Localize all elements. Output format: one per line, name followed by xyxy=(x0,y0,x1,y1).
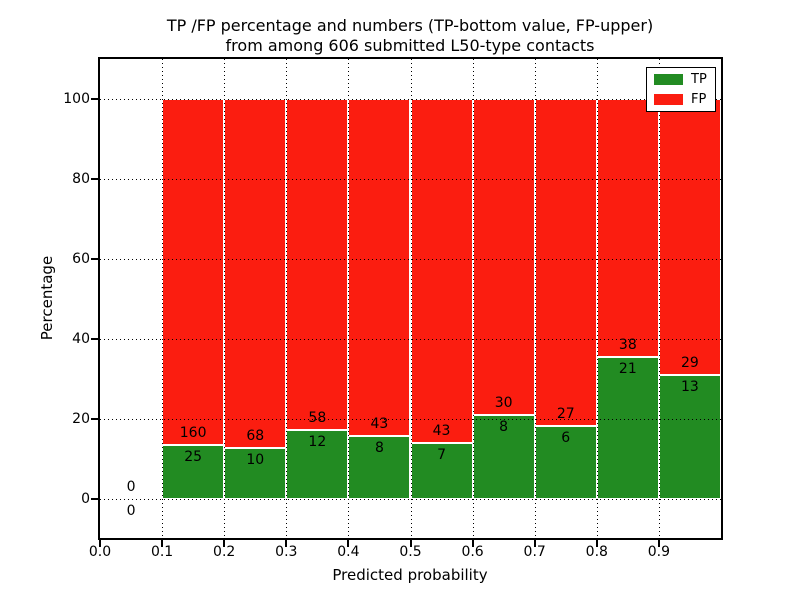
bar-fp xyxy=(286,99,349,431)
fp-count-label: 43 xyxy=(432,423,451,439)
tp-count-label: 6 xyxy=(561,430,571,447)
tp-count-label: 25 xyxy=(184,448,203,465)
tp-count-label: 8 xyxy=(499,418,509,435)
bar-tp xyxy=(658,375,721,499)
legend-label-fp: FP xyxy=(691,92,707,107)
bar-fp xyxy=(596,99,659,357)
x-tick-label: 0.2 xyxy=(213,544,236,560)
y-tick-mark xyxy=(91,178,98,180)
y-tick-label: 80 xyxy=(72,171,90,187)
plot-area: 0 0 160 25 68 10 58 12 43 8 43 7 30 8 27 6 38 21 29 13 TP FP xyxy=(91,57,723,547)
x-tick-label: 0.9 xyxy=(647,544,671,560)
legend-item-fp: FP xyxy=(654,93,707,106)
y-tick-label: 60 xyxy=(72,251,90,267)
fp-count-label: 160 xyxy=(179,424,207,441)
y-tick-mark xyxy=(91,258,98,260)
y-tick-label: 20 xyxy=(72,411,90,427)
y-tick-label: 0 xyxy=(81,491,90,507)
chart-title: TP /FP percentage and numbers (TP-bottom… xyxy=(90,16,730,56)
x-gridline xyxy=(596,59,598,538)
legend: TP FP xyxy=(646,67,716,112)
x-tick-label: 0.4 xyxy=(337,544,360,560)
bar-tp xyxy=(224,447,287,499)
x-tick-mark xyxy=(657,540,660,547)
fp-count-label: 68 xyxy=(246,427,265,444)
x-gridline xyxy=(348,59,350,538)
x-axis-label: Predicted probability xyxy=(332,566,488,584)
bar-tp xyxy=(162,444,225,499)
tp-count-label: 8 xyxy=(374,440,384,457)
bar-fp xyxy=(534,99,597,427)
x-tick-mark xyxy=(347,540,350,547)
x-tick-mark xyxy=(409,540,412,547)
x-gridline xyxy=(286,59,288,538)
tp-count-label: 0 xyxy=(126,503,136,519)
bar-fp xyxy=(410,99,473,443)
chart-title-line1: TP /FP percentage and numbers (TP-bottom… xyxy=(166,16,654,35)
x-gridline xyxy=(472,59,474,538)
x-gridline xyxy=(534,59,536,538)
y-tick-mark xyxy=(91,418,98,420)
fp-count-label: 38 xyxy=(618,336,637,353)
y-tick-label: 40 xyxy=(72,331,90,347)
legend-item-tp: TP xyxy=(654,73,707,86)
chart-title-line2: from among 606 submitted L50-type contac… xyxy=(225,36,595,55)
x-tick-label: 0.8 xyxy=(585,544,608,560)
tp-count-label: 13 xyxy=(681,379,699,396)
tp-count-label: 21 xyxy=(618,360,637,377)
tp-count-label: 12 xyxy=(308,434,327,451)
x-tick-mark xyxy=(99,540,101,547)
fp-count-label: 58 xyxy=(308,410,327,427)
fp-count-label: 29 xyxy=(681,355,699,372)
y-tick-mark xyxy=(91,338,98,340)
bar-tp xyxy=(596,356,659,499)
x-tick-mark xyxy=(223,540,226,547)
y-tick-mark xyxy=(91,98,98,100)
tp-count-label: 10 xyxy=(246,451,265,468)
x-tick-mark xyxy=(595,540,598,547)
fp-count-label: 0 xyxy=(126,479,136,495)
x-tick-label: 0.1 xyxy=(150,544,174,560)
fp-count-label: 30 xyxy=(494,394,513,411)
x-tick-label: 0.6 xyxy=(461,544,484,560)
bar-fp xyxy=(658,99,721,376)
x-gridline xyxy=(410,59,412,538)
bar-fp xyxy=(472,99,535,415)
legend-swatch-tp xyxy=(654,74,683,85)
legend-label-tp: TP xyxy=(691,72,707,87)
fp-count-label: 43 xyxy=(370,416,389,433)
bar-tp xyxy=(348,436,411,499)
bar-fp xyxy=(348,99,411,437)
x-tick-label: 0.7 xyxy=(523,544,546,560)
y-tick-label: 100 xyxy=(63,91,90,107)
x-tick-mark xyxy=(161,540,164,547)
y-axis-label: Percentage xyxy=(38,255,56,341)
x-tick-label: 0.3 xyxy=(275,544,298,560)
y-tick-mark xyxy=(91,498,98,500)
x-tick-mark xyxy=(285,540,288,547)
bar-fp xyxy=(224,99,287,448)
legend-swatch-fp xyxy=(654,94,683,105)
x-tick-mark xyxy=(533,540,536,547)
x-gridline xyxy=(658,59,660,538)
tp-count-label: 7 xyxy=(437,447,446,463)
x-gridline xyxy=(162,59,164,538)
bar-fp xyxy=(162,99,225,445)
x-tick-mark xyxy=(471,540,474,547)
x-tick-label: 0.5 xyxy=(399,544,422,560)
bar-tp xyxy=(472,414,535,499)
fp-count-label: 27 xyxy=(556,406,575,423)
x-tick-label: 0.0 xyxy=(88,544,112,560)
x-gridline xyxy=(224,59,226,538)
